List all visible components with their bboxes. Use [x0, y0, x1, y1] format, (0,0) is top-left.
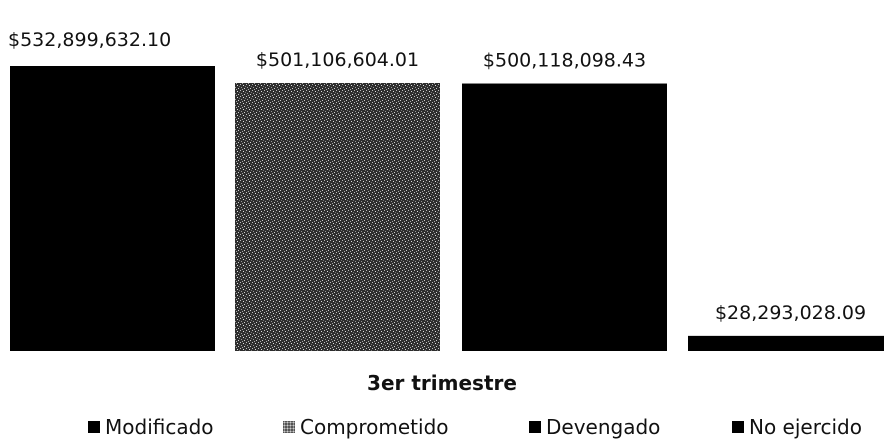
bar-devengado — [462, 83, 667, 351]
bar-chart: $532,899,632.10 $501,106,604.01 $500,118,0… — [8, 29, 884, 395]
legend-label: Modificado — [105, 415, 214, 439]
bar-no-ejercido — [688, 335, 884, 351]
legend-label: Comprometido — [300, 415, 449, 439]
legend-swatch-no-ejercido — [732, 421, 744, 433]
data-label-devengado: $500,118,098.43 — [483, 50, 646, 72]
legend-swatch-modificado — [88, 421, 100, 433]
legend-label: Devengado — [546, 415, 661, 439]
legend-label: No ejercido — [749, 415, 862, 439]
category-label: 3er trimestre — [367, 371, 517, 395]
legend-swatch-devengado — [529, 421, 541, 433]
data-label-comprometido: $501,106,604.01 — [256, 49, 419, 71]
legend-swatch-comprometido — [283, 421, 295, 433]
data-label-modificado: $532,899,632.10 — [8, 29, 171, 51]
legend: Modificado Comprometido Devengado No eje… — [0, 415, 884, 445]
bar-comprometido — [235, 83, 440, 351]
legend-item-comprometido: Comprometido — [283, 415, 449, 439]
bar-modificado — [10, 66, 215, 351]
legend-item-no-ejercido: No ejercido — [732, 415, 862, 439]
data-label-no-ejercido: $28,293,028.09 — [715, 302, 866, 324]
legend-item-modificado: Modificado — [88, 415, 214, 439]
legend-item-devengado: Devengado — [529, 415, 660, 439]
